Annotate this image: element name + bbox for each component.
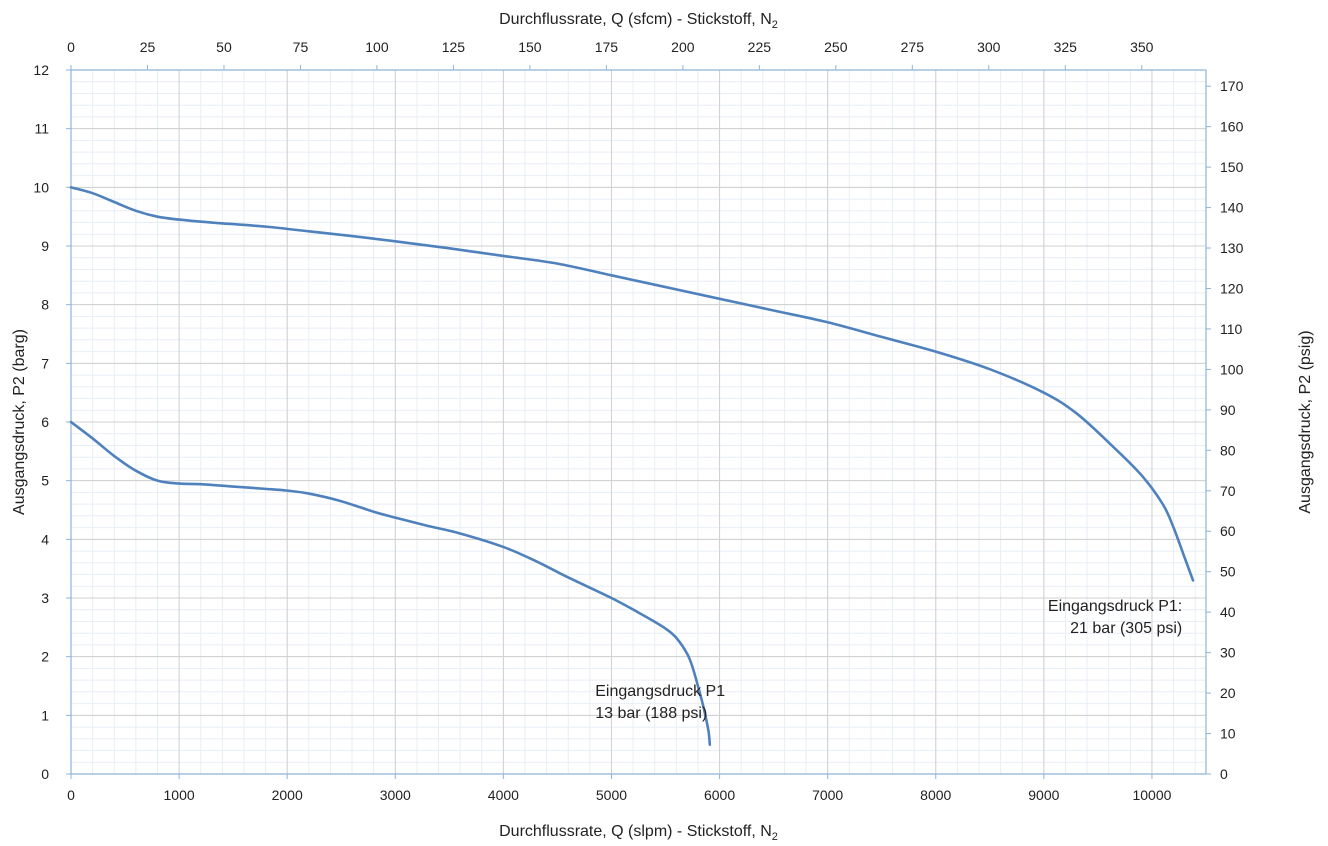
- bottom-tick-label: 0: [67, 787, 75, 803]
- top-tick-label: 150: [518, 39, 542, 55]
- top-tick-label: 300: [977, 39, 1001, 55]
- left-tick-label: 9: [41, 238, 49, 254]
- bottom-tick-label: 6000: [704, 787, 735, 803]
- right-tick-label: 80: [1220, 442, 1236, 458]
- bottom-axis-ticks: 0 1000 2000 3000 4000 5000 6000 7000 8000 9000 100…: [67, 774, 1172, 803]
- bottom-tick-label: 4000: [488, 787, 519, 803]
- right-tick-label: 50: [1220, 564, 1236, 580]
- left-tick-label: 2: [41, 649, 49, 665]
- bottom-tick-label: 7000: [812, 787, 843, 803]
- right-tick-label: 60: [1220, 523, 1236, 539]
- right-tick-label: 130: [1220, 240, 1244, 256]
- bottom-tick-label: 2000: [272, 787, 303, 803]
- left-tick-label: 3: [41, 590, 49, 606]
- bottom-tick-label: 1000: [164, 787, 195, 803]
- top-tick-label: 250: [824, 39, 848, 55]
- left-tick-label: 5: [41, 473, 49, 489]
- bottom-tick-label: 9000: [1028, 787, 1059, 803]
- right-axis-ticks: 0 10 20 30 40 50 60 70 80 90 100 110 120 130 140 150 160…: [1206, 78, 1244, 782]
- top-tick-label: 25: [140, 39, 156, 55]
- top-tick-label: 125: [442, 39, 466, 55]
- series-line-2: [69, 186, 1195, 582]
- series-line-1: [69, 420, 712, 746]
- right-tick-label: 120: [1220, 280, 1244, 296]
- annotation-line: 21 bar (305 psi): [1070, 620, 1182, 637]
- annotation-line: Eingangsdruck P1: [595, 683, 725, 700]
- annotations: Eingangsdruck P1 13 bar (188 psi)Eingangs…: [595, 598, 1182, 722]
- top-tick-label: 200: [671, 39, 695, 55]
- bottom-tick-label: 10000: [1132, 787, 1171, 803]
- top-tick-label: 75: [293, 39, 309, 55]
- x-axis-title-bottom: Durchflussrate, Q (slpm) - Stickstoff, N…: [499, 823, 778, 843]
- right-tick-label: 20: [1220, 685, 1236, 701]
- right-tick-label: 170: [1220, 78, 1244, 94]
- right-tick-label: 10: [1220, 726, 1236, 742]
- right-tick-label: 30: [1220, 645, 1236, 661]
- top-tick-label: 100: [365, 39, 389, 55]
- left-tick-label: 8: [41, 297, 49, 313]
- left-tick-label: 10: [33, 179, 49, 195]
- top-tick-label: 275: [901, 39, 925, 55]
- bottom-tick-label: 5000: [596, 787, 627, 803]
- top-tick-label: 350: [1130, 39, 1154, 55]
- left-tick-label: 0: [41, 766, 49, 782]
- bottom-tick-label: 3000: [380, 787, 411, 803]
- top-axis-ticks: 0 25 50 75 100 125 150 175 200 225 250 275 300 325 350: [67, 39, 1154, 70]
- right-tick-label: 90: [1220, 402, 1236, 418]
- right-tick-label: 140: [1220, 200, 1244, 216]
- top-tick-label: 325: [1054, 39, 1078, 55]
- right-tick-label: 160: [1220, 119, 1244, 135]
- left-tick-label: 4: [41, 531, 49, 547]
- right-tick-label: 40: [1220, 604, 1236, 620]
- left-tick-label: 6: [41, 414, 49, 430]
- y-axis-title-left: Ausgangsdruck, P2 (barg): [11, 329, 28, 515]
- annotation-line: Eingangsdruck P1:: [1048, 598, 1182, 615]
- annotation-2: Eingangsdruck P1: 21 bar (305 psi): [1048, 598, 1182, 637]
- top-tick-label: 175: [595, 39, 619, 55]
- right-tick-label: 150: [1220, 159, 1244, 175]
- right-tick-label: 0: [1220, 766, 1228, 782]
- annotation-1: Eingangsdruck P1 13 bar (188 psi): [595, 683, 725, 722]
- x-axis-title-top: Durchflussrate, Q (sfcm) - Stickstoff, N…: [499, 11, 778, 31]
- annotation-line: 13 bar (188 psi): [595, 705, 707, 722]
- top-tick-label: 0: [67, 39, 75, 55]
- y-axis-title-right: Ausgangsdruck, P2 (psig): [1297, 330, 1314, 513]
- data-series: [69, 186, 1195, 746]
- right-tick-label: 100: [1220, 361, 1244, 377]
- right-tick-label: 110: [1220, 321, 1243, 337]
- left-tick-label: 11: [34, 121, 49, 137]
- right-tick-label: 70: [1220, 483, 1236, 499]
- top-tick-label: 225: [748, 39, 772, 55]
- left-tick-label: 1: [41, 707, 49, 723]
- left-tick-label: 12: [33, 62, 49, 78]
- left-tick-label: 7: [41, 355, 49, 371]
- bottom-tick-label: 8000: [920, 787, 951, 803]
- top-tick-label: 50: [216, 39, 232, 55]
